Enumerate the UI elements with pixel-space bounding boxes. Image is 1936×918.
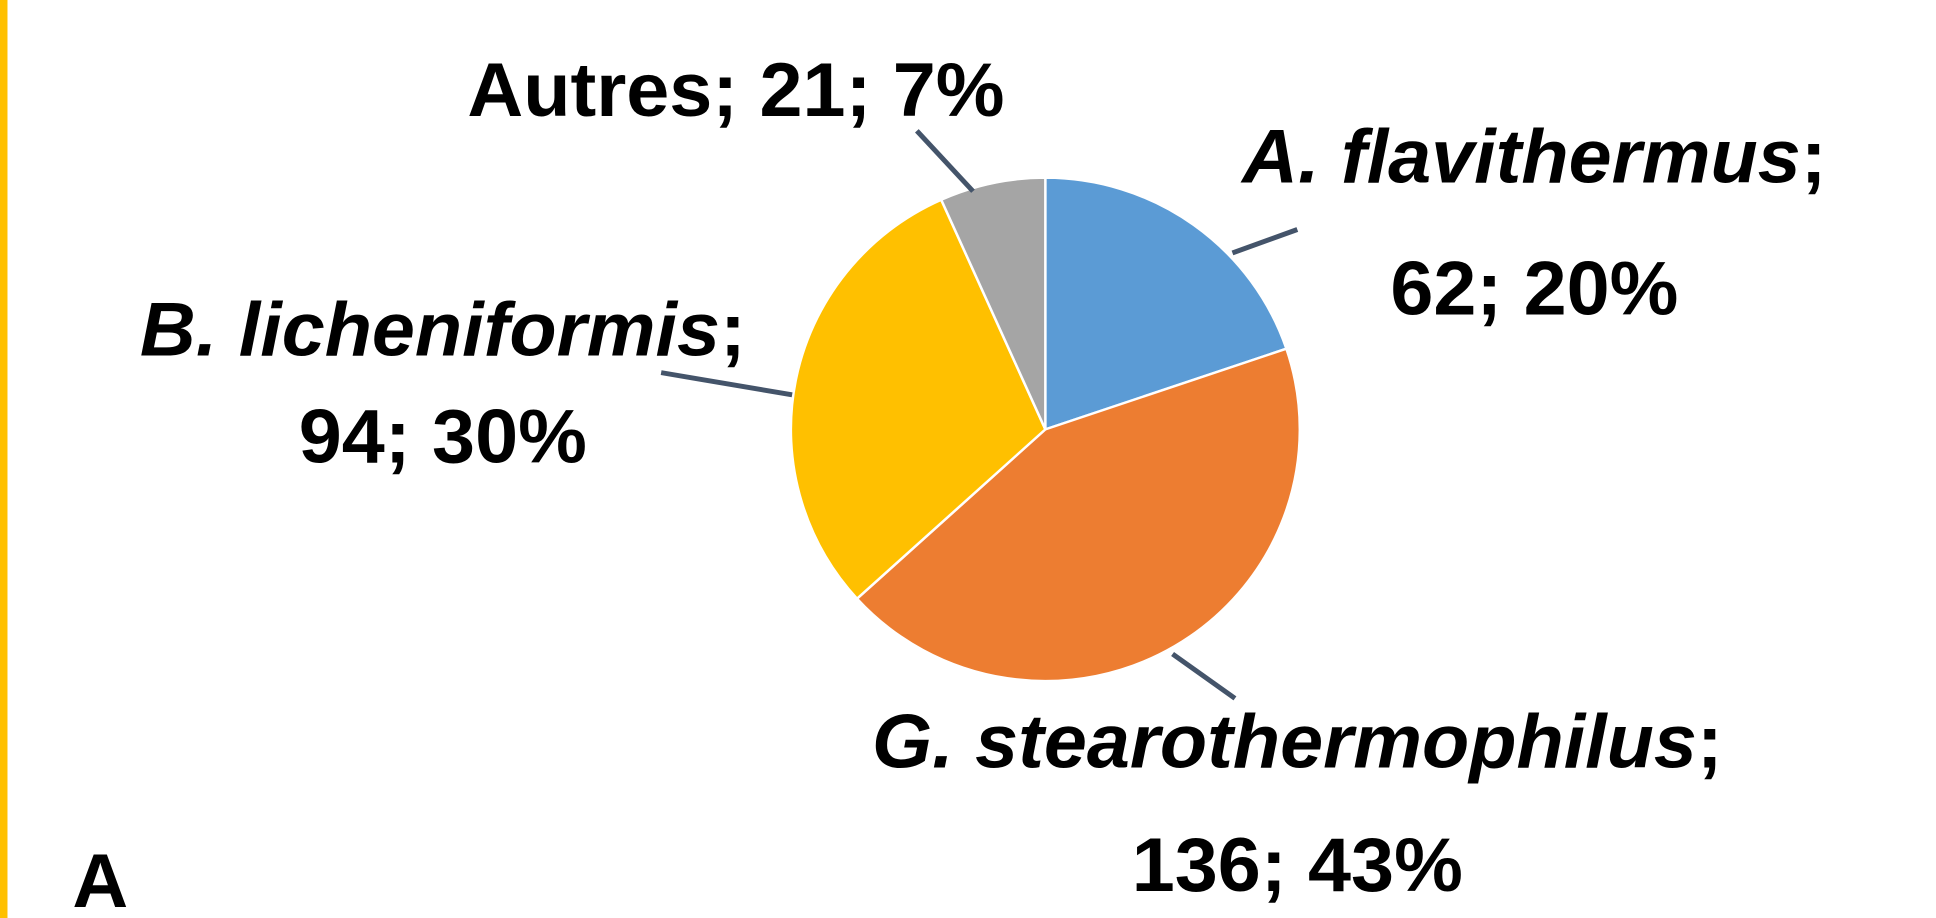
label-percent: 20% <box>1524 246 1679 332</box>
data-label: A. flavithermus; <box>1240 114 1826 200</box>
panel-border <box>0 0 8 918</box>
label-percent: 43% <box>1308 822 1463 908</box>
data-label: 136; 43% <box>1132 822 1463 908</box>
data-label: Autres; 21; 7% <box>467 47 1004 133</box>
label-percent: 7% <box>893 47 1005 133</box>
data-label: G. stearothermophilus; <box>872 699 1723 785</box>
data-label: 62; 20% <box>1390 246 1678 332</box>
leader-line <box>1171 651 1237 701</box>
pie-slice <box>789 198 1047 601</box>
label-value: 136 <box>1132 822 1261 908</box>
label-value: 94 <box>299 394 385 480</box>
label-separator: ; <box>720 287 746 373</box>
label-percent: 30% <box>432 394 587 480</box>
label-name: G. stearothermophilus <box>872 699 1697 785</box>
panel-label: A <box>72 838 128 918</box>
pie-slice <box>1044 176 1288 432</box>
pie <box>789 176 1302 683</box>
label-separator: ; <box>1801 114 1827 200</box>
data-label: 94; 30% <box>299 394 587 480</box>
label-separator: ; <box>712 47 759 133</box>
leader-line <box>660 370 793 398</box>
label-separator: ; <box>1261 822 1308 908</box>
pie-slice <box>855 347 1302 683</box>
data-labels: A. flavithermus; 62; 20% G. stearothermop… <box>140 47 1827 907</box>
leader-line <box>1231 227 1299 256</box>
label-separator: ; <box>385 394 432 480</box>
label-name: A. flavithermus <box>1240 114 1801 200</box>
label-separator: ; <box>1697 699 1723 785</box>
pie-slice <box>939 176 1047 430</box>
label-separator: ; <box>1476 246 1523 332</box>
label-name: B. licheniformis <box>140 287 720 373</box>
label-value: 21 <box>760 47 846 133</box>
data-label: B. licheniformis; <box>140 287 746 373</box>
label-separator: ; <box>846 47 893 133</box>
label-value: 62 <box>1390 246 1476 332</box>
label-name: Autres <box>467 47 712 133</box>
leader-line <box>915 129 975 193</box>
